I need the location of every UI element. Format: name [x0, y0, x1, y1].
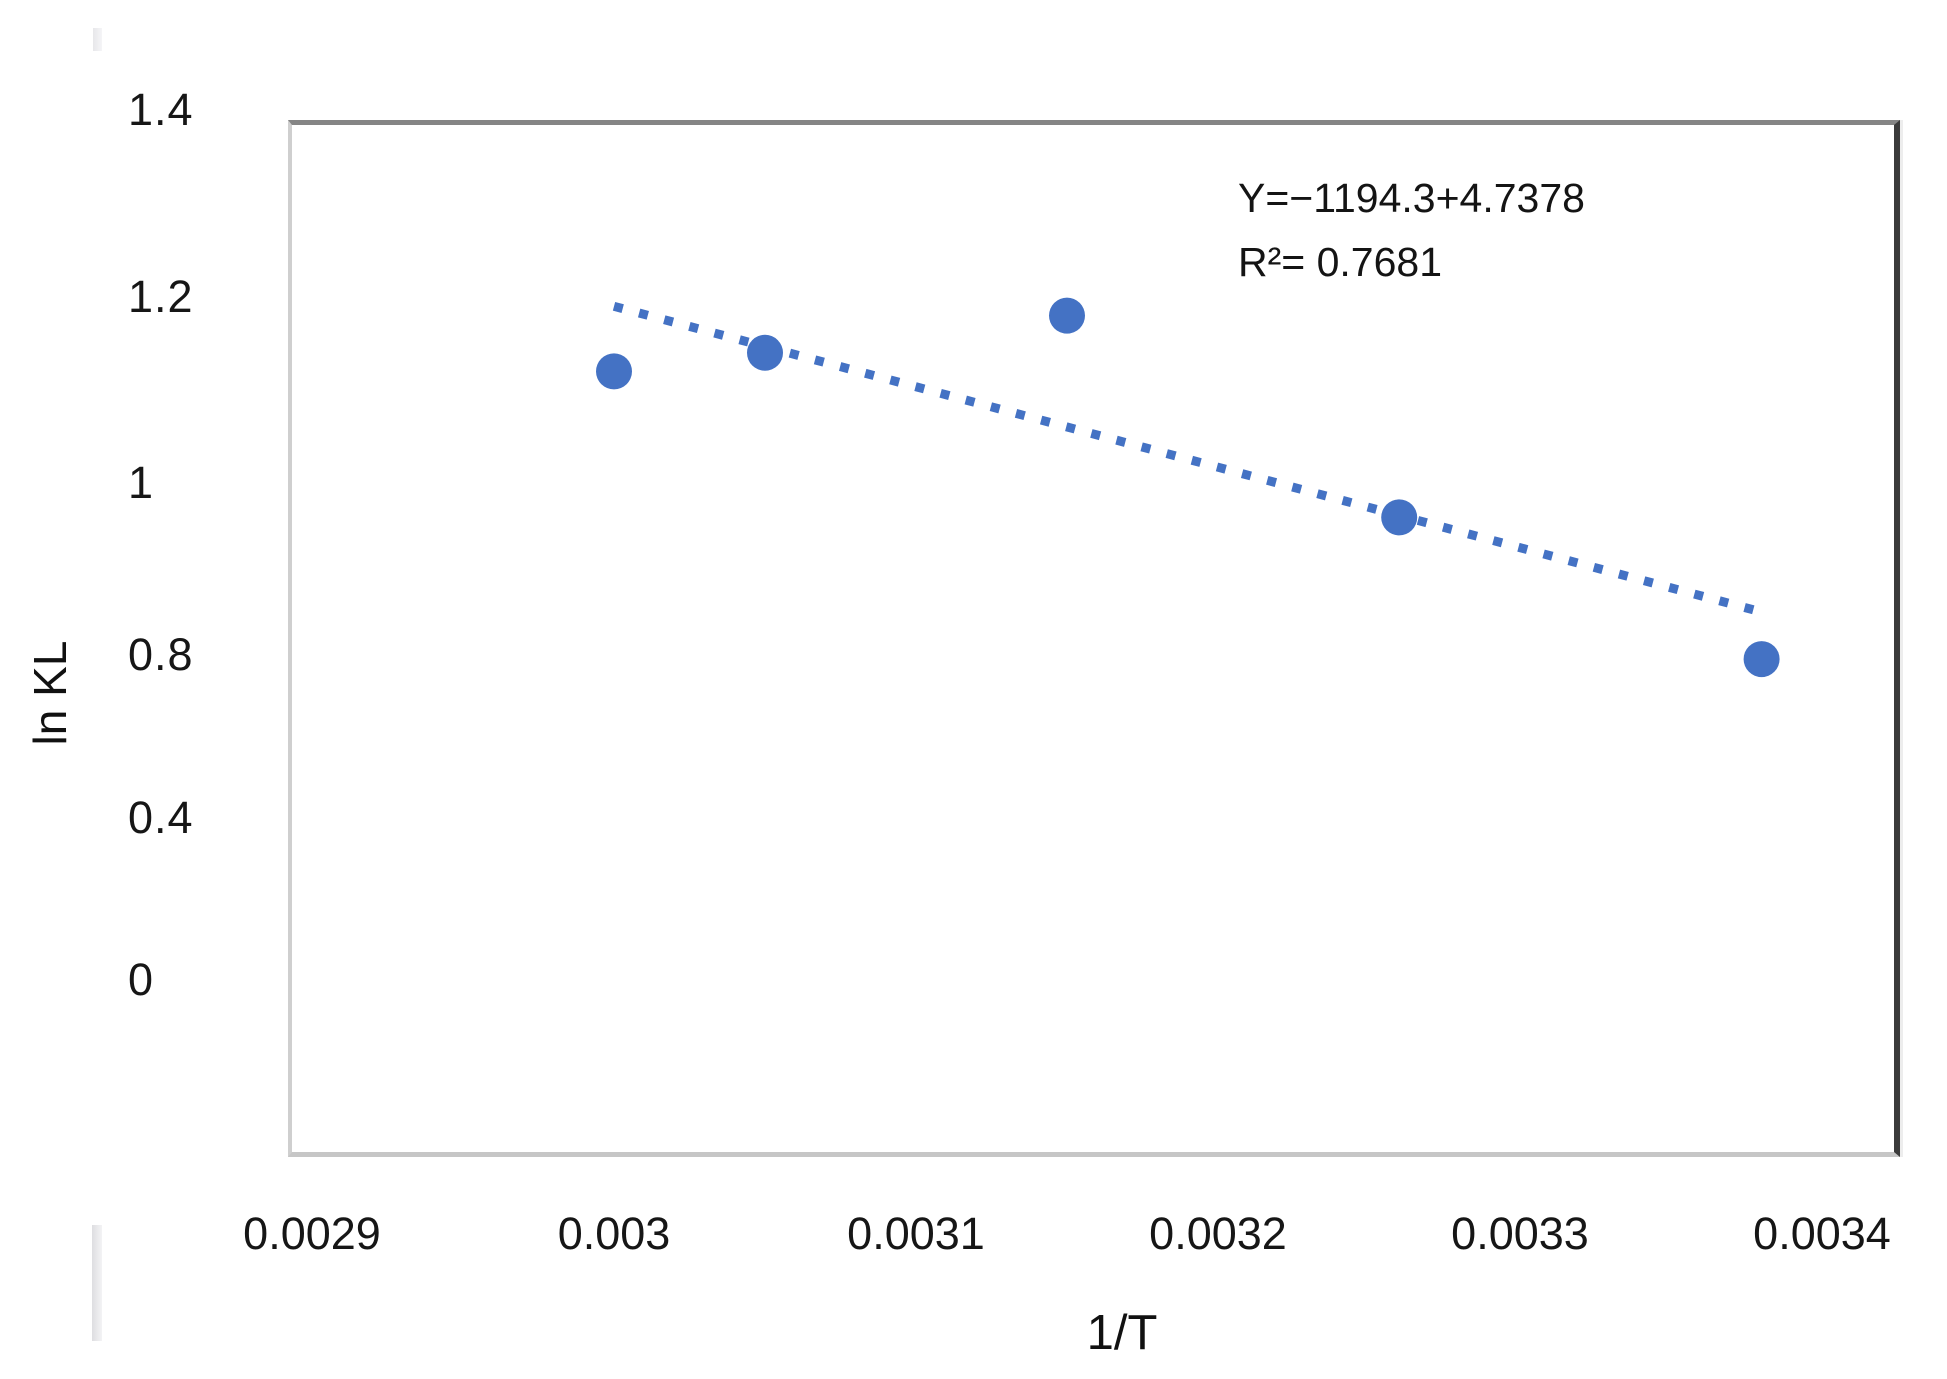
y-tick-label: 0 [128, 954, 155, 1005]
x-axis-title: 1/T [1086, 1306, 1158, 1360]
y-axis-title: ln KL [24, 640, 76, 746]
trendline [612, 301, 1763, 617]
r-squared-value: R²= 0.7681 [1238, 239, 1442, 285]
trendline-equation: Y=−1194.3+4.7378 [1238, 175, 1585, 221]
x-tick-label: 0.0034 [1753, 1208, 1891, 1259]
trendline-annotation: Y=−1194.3+4.7378 R²= 0.7681 [1238, 166, 1585, 294]
data-point [596, 353, 632, 390]
plot-area [288, 120, 1900, 1157]
y-tick-label: 1.4 [128, 84, 194, 135]
data-point [1743, 641, 1780, 678]
y-tick-label: 1.2 [128, 271, 194, 322]
x-tick-label: 0.0031 [847, 1208, 985, 1259]
data-point [747, 334, 783, 371]
x-tick-label: 0.0032 [1149, 1208, 1287, 1259]
y-tick-label: 1 [128, 457, 155, 508]
y-tick-label: 0.4 [128, 792, 194, 843]
data-point [1049, 297, 1085, 334]
x-tick-label: 0.0033 [1451, 1208, 1589, 1259]
data-point [1381, 499, 1418, 536]
x-tick-label: 0.0029 [243, 1208, 381, 1259]
data-points [596, 297, 1780, 678]
y-tick-label: 0.8 [128, 629, 194, 680]
x-tick-label: 0.003 [557, 1208, 671, 1259]
